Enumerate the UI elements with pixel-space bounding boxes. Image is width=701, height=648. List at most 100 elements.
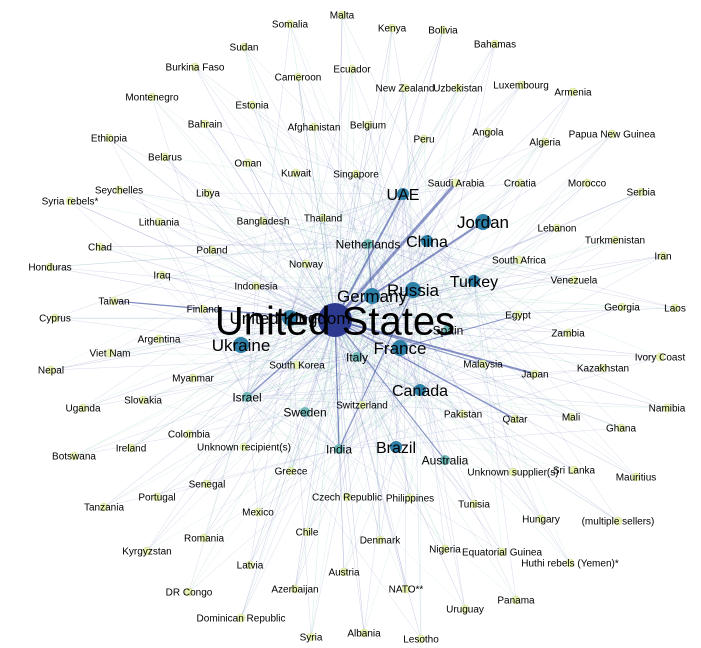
edge-india-myanmar bbox=[192, 377, 340, 450]
edge-china-huthi-rebels bbox=[426, 240, 571, 564]
edge-russia-jordan bbox=[412, 221, 484, 291]
edge-france-lebanon bbox=[399, 227, 558, 349]
node-russia bbox=[405, 282, 421, 298]
edge-china-japan bbox=[426, 240, 536, 375]
edge-canada-sri-lanka bbox=[419, 389, 575, 471]
edge-united-states-lebanon bbox=[334, 227, 558, 321]
edge-italy-uganda bbox=[82, 356, 358, 409]
node-united-kingdom bbox=[282, 310, 298, 326]
edge-united-states-malaysia bbox=[334, 319, 484, 365]
label-spain: Spain bbox=[433, 323, 464, 337]
edge-russia-new-zealand bbox=[404, 87, 414, 291]
edge-united-kingdom-bolivia bbox=[289, 29, 444, 319]
edge-india-equatorial-guinea bbox=[338, 448, 503, 553]
edge-layer bbox=[49, 14, 676, 640]
edge-russia-czech-republic bbox=[346, 289, 414, 498]
edge-china-dominican-republic bbox=[240, 240, 428, 619]
label-united-states: United States bbox=[215, 299, 455, 343]
node-india bbox=[334, 444, 344, 454]
label-greece: Greece bbox=[275, 467, 308, 478]
edge-italy-russia bbox=[356, 289, 414, 358]
label-multiple-sellers: (multiple sellers) bbox=[582, 517, 655, 528]
edge-canada-montenegro bbox=[151, 96, 421, 391]
edge-russia-dr-congo bbox=[188, 289, 414, 593]
node-ivory-coast bbox=[655, 352, 665, 362]
edge-uae-greece bbox=[290, 193, 404, 472]
edge-turkey-albania bbox=[363, 280, 475, 634]
edge-united-states-panama bbox=[334, 319, 517, 601]
edge-russia-iran bbox=[412, 255, 664, 291]
edge-italy-nato bbox=[356, 356, 407, 590]
node-bolivia bbox=[438, 25, 448, 35]
edge-uae-belarus bbox=[164, 156, 404, 195]
edge-united-states-unknown-recipients bbox=[243, 319, 336, 448]
node-peru bbox=[419, 134, 429, 144]
edge-turkey-ghana bbox=[473, 280, 622, 429]
edge-india-south-africa bbox=[338, 259, 520, 450]
edge-france-qatar bbox=[399, 347, 516, 420]
edge-united-states-cameroon bbox=[297, 76, 336, 321]
node-seychelles bbox=[114, 185, 124, 195]
edge-china-peru bbox=[423, 138, 428, 242]
edge-india-morocco bbox=[338, 182, 588, 450]
label-slovakia: Slovakia bbox=[124, 396, 162, 407]
edge-israel-italy bbox=[246, 356, 358, 398]
label-zambia: Zambia bbox=[551, 329, 585, 340]
edge-germany-burkina-faso bbox=[194, 66, 373, 297]
node-iran bbox=[658, 251, 668, 261]
edge-netherlands-singapore bbox=[355, 173, 369, 245]
edge-uae-tunisia bbox=[402, 193, 475, 505]
label-lebanon: Lebanon bbox=[538, 224, 577, 235]
label-czech-republic: Czech Republic bbox=[312, 493, 382, 504]
edge-india-lebanon bbox=[338, 227, 558, 450]
edge-canada-argentina bbox=[158, 338, 421, 391]
edge-india-china bbox=[338, 240, 428, 450]
edge-uae-uganda bbox=[82, 193, 404, 409]
node-united-states bbox=[318, 303, 352, 337]
label-myanmar: Myanmar bbox=[172, 374, 214, 385]
edge-united-states-thailand bbox=[322, 217, 336, 321]
edge-united-states-australia bbox=[334, 319, 446, 461]
edge-canada-somalia bbox=[289, 23, 421, 391]
edge-united-kingdom-uganda bbox=[82, 317, 291, 409]
label-cyprus: Cyprus bbox=[39, 314, 71, 325]
edge-uae-croatia bbox=[402, 182, 521, 195]
edge-united-kingdom-norway bbox=[289, 263, 307, 319]
label-portugal: Portugal bbox=[138, 493, 175, 504]
edge-united-states-argentina bbox=[158, 319, 336, 340]
edge-israel-indonesia bbox=[246, 285, 257, 398]
edge-united-states-ivory-coast bbox=[334, 319, 661, 358]
edge-united-states-mali bbox=[334, 319, 572, 418]
edge-india-iraq bbox=[161, 274, 340, 450]
node-namibia bbox=[662, 403, 672, 413]
edge-turkey-oman bbox=[247, 162, 475, 282]
edge-united-kingdom-algeria bbox=[289, 141, 546, 319]
label-japan: Japan bbox=[521, 370, 548, 381]
label-honduras: Honduras bbox=[28, 263, 71, 274]
label-oman: Oman bbox=[234, 159, 261, 170]
edge-france-unknown-suppliers bbox=[399, 347, 514, 473]
edge-netherlands-angola bbox=[367, 131, 489, 245]
node-sweden bbox=[300, 407, 310, 417]
node-israel bbox=[242, 392, 252, 402]
label-turkey: Turkey bbox=[450, 274, 498, 291]
edge-united-states-uganda bbox=[82, 319, 336, 409]
edge-turkey-armenia bbox=[473, 91, 574, 282]
edge-russia-georgia bbox=[412, 289, 623, 308]
edge-italy-tunisia bbox=[356, 356, 475, 505]
edge-united-states-armenia bbox=[334, 91, 574, 321]
edge-israel-iran bbox=[246, 255, 664, 398]
edge-united-states-taiwan bbox=[113, 300, 336, 321]
node-singapore bbox=[351, 169, 361, 179]
edge-united-states-ghana bbox=[334, 319, 622, 429]
edge-netherlands-kenya bbox=[367, 27, 393, 245]
edge-italy-viet-nam bbox=[109, 352, 358, 358]
edge-turkey-unknown-suppliers bbox=[473, 280, 514, 473]
edge-israel-somalia bbox=[246, 23, 291, 398]
edge-israel-botswana bbox=[73, 396, 248, 457]
label-luxembourg: Luxembourg bbox=[493, 81, 549, 92]
edge-uae-algeria bbox=[402, 141, 546, 195]
edge-israel-dr-congo bbox=[188, 396, 248, 593]
node-multiple-sellers bbox=[613, 516, 623, 526]
